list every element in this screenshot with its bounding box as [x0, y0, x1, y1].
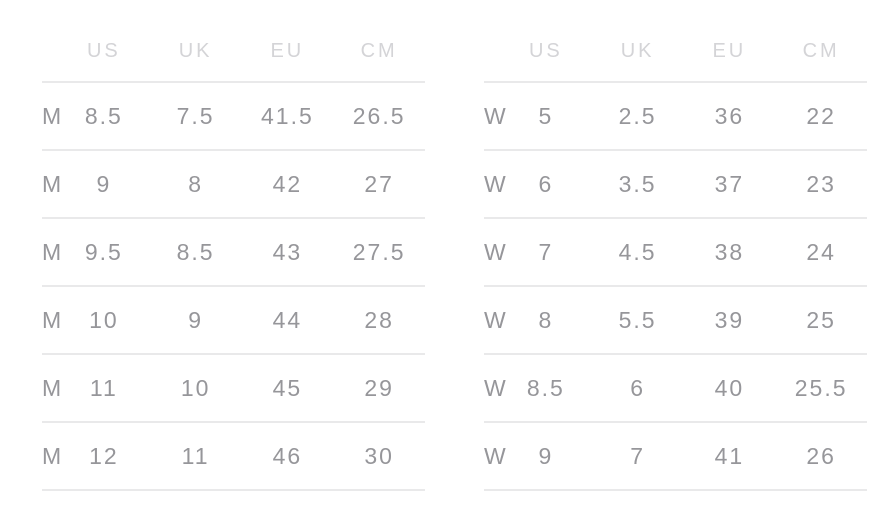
cell-gender: W [484, 238, 506, 265]
column-header-cm: CM [802, 40, 840, 62]
cell-gender: M [42, 374, 62, 401]
table-body: W 5 2.5 36 22 W 6 3.5 37 23 W 7 4.5 38 2… [484, 83, 867, 491]
table-body: M 8.5 7.5 41.5 26.5 M 9 8 42 27 M 9.5 8.… [42, 83, 425, 491]
cell-uk: 2.5 [618, 102, 657, 129]
cell-gender: M [42, 306, 62, 333]
cell-uk: 6 [630, 374, 646, 401]
cell-cm: 29 [364, 374, 394, 401]
cell-gender: M [42, 442, 62, 469]
table-row: W 5 2.5 36 22 [484, 83, 867, 151]
cell-cm: 23 [806, 170, 836, 197]
cell-gender: W [484, 306, 506, 333]
cell-cm: 28 [364, 306, 394, 333]
cell-eu: 38 [714, 238, 745, 265]
table-row: M 11 10 45 29 [42, 355, 425, 423]
cell-uk: 4.5 [618, 238, 657, 265]
cell-cm: 24 [806, 238, 836, 265]
size-table-womens: US UK EU CM W 5 2.5 36 22 W 6 3.5 37 23 … [484, 0, 867, 491]
cell-us: 10 [89, 306, 119, 333]
cell-uk: 7.5 [176, 102, 215, 129]
cell-eu: 37 [714, 170, 745, 197]
table-row: W 9 7 41 26 [484, 423, 867, 491]
cell-eu: 36 [714, 102, 745, 129]
cell-uk: 3.5 [618, 170, 657, 197]
cell-cm: 26 [806, 442, 836, 469]
cell-cm: 27 [364, 170, 394, 197]
cell-eu: 41.5 [260, 102, 314, 129]
cell-us: 12 [89, 442, 119, 469]
cell-cm: 25 [806, 306, 836, 333]
table-row: W 7 4.5 38 24 [484, 219, 867, 287]
cell-gender: W [484, 442, 506, 469]
cell-gender: W [484, 102, 506, 129]
cell-us: 6 [538, 170, 554, 197]
cell-us: 8.5 [84, 102, 123, 129]
cell-cm: 26.5 [352, 102, 406, 129]
cell-us: 7 [538, 238, 554, 265]
column-header-us: US [528, 40, 563, 62]
column-header-uk: UK [178, 40, 213, 62]
cell-us: 11 [89, 374, 118, 401]
cell-eu: 43 [272, 238, 303, 265]
column-header-eu: EU [712, 40, 747, 62]
cell-gender: M [42, 238, 62, 265]
table-row: W 6 3.5 37 23 [484, 151, 867, 219]
table-row: M 8.5 7.5 41.5 26.5 [42, 83, 425, 151]
cell-us: 9 [96, 170, 112, 197]
cell-us: 8.5 [526, 374, 565, 401]
cell-eu: 45 [272, 374, 303, 401]
cell-us: 9 [538, 442, 554, 469]
cell-gender: M [42, 102, 62, 129]
table-row: W 8.5 6 40 25.5 [484, 355, 867, 423]
table-header-row: US UK EU CM [484, 0, 867, 83]
table-row: M 9.5 8.5 43 27.5 [42, 219, 425, 287]
cell-gender: M [42, 170, 62, 197]
cell-eu: 44 [272, 306, 303, 333]
cell-eu: 40 [714, 374, 745, 401]
cell-eu: 39 [714, 306, 745, 333]
table-header-row: US UK EU CM [42, 0, 425, 83]
cell-uk: 7 [630, 442, 646, 469]
size-table-mens: US UK EU CM M 8.5 7.5 41.5 26.5 M 9 8 42… [42, 0, 425, 491]
cell-gender: W [484, 374, 506, 401]
cell-uk: 8.5 [176, 238, 215, 265]
cell-eu: 42 [272, 170, 303, 197]
cell-us: 8 [538, 306, 554, 333]
column-header-us: US [86, 40, 121, 62]
cell-cm: 22 [806, 102, 836, 129]
cell-eu: 46 [272, 442, 303, 469]
cell-uk: 9 [188, 306, 204, 333]
cell-uk: 8 [188, 170, 204, 197]
column-header-cm: CM [360, 40, 398, 62]
column-header-uk: UK [620, 40, 655, 62]
cell-cm: 30 [364, 442, 394, 469]
column-header-eu: EU [270, 40, 305, 62]
cell-uk: 5.5 [618, 306, 657, 333]
cell-cm: 25.5 [794, 374, 848, 401]
cell-eu: 41 [714, 442, 745, 469]
table-row: M 10 9 44 28 [42, 287, 425, 355]
cell-cm: 27.5 [352, 238, 406, 265]
cell-gender: W [484, 170, 506, 197]
table-row: M 9 8 42 27 [42, 151, 425, 219]
cell-us: 9.5 [84, 238, 123, 265]
table-row: M 12 11 46 30 [42, 423, 425, 491]
cell-us: 5 [538, 102, 554, 129]
size-conversion-chart: US UK EU CM M 8.5 7.5 41.5 26.5 M 9 8 42… [42, 0, 867, 491]
table-row: W 8 5.5 39 25 [484, 287, 867, 355]
cell-uk: 11 [181, 442, 210, 469]
cell-uk: 10 [180, 374, 211, 401]
